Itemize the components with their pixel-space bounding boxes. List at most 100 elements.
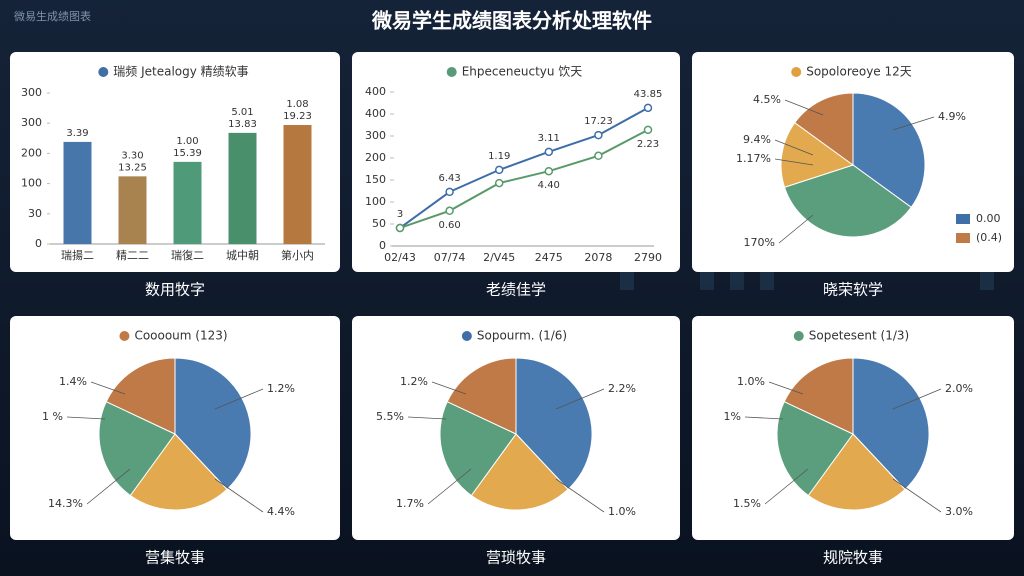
slice-annotation: 4.9% (938, 110, 966, 123)
y-tick-label: 300 (21, 86, 42, 99)
point-label: 1.19 (488, 151, 510, 162)
title-marker (461, 331, 472, 341)
point-label: 3.11 (538, 133, 560, 144)
leader-line (778, 214, 814, 244)
slice-annotation: 1% (724, 410, 741, 423)
pie-slice (129, 433, 228, 511)
slice-annotation: 170% (744, 236, 775, 249)
point-label: 4.40 (538, 180, 560, 191)
slice-annotation: 4.4% (267, 505, 295, 518)
data-point (494, 178, 504, 188)
bar-label: 3.30 (121, 150, 143, 161)
title-marker (793, 331, 804, 341)
chart-caption: 晓荣软学 (823, 281, 883, 299)
leader-line (66, 416, 106, 420)
y-tick-label: 0 (35, 237, 42, 250)
legend-swatch (956, 233, 970, 243)
pie-slice (852, 92, 926, 209)
y-tick-label: 0 (379, 239, 386, 252)
chart-title: Sopoloreoye 12天 (806, 65, 912, 79)
x-tick-label: 2475 (535, 251, 563, 264)
leader-line (555, 478, 605, 513)
leader-line (892, 478, 942, 513)
chart-caption: 规院牧事 (823, 549, 883, 567)
leader-line (214, 478, 264, 513)
leader-line (407, 416, 447, 420)
point-label: 6.43 (438, 173, 460, 184)
bar (173, 161, 202, 244)
chart-title: Ehpeceneuctyu 饮天 (462, 65, 583, 79)
x-tick-label: 城中朝 (226, 249, 259, 262)
bar-label: 13.25 (118, 162, 147, 173)
x-tick-label: 02/43 (384, 251, 416, 264)
leader-line (774, 158, 814, 166)
x-tick-label: 瑞復二 (171, 248, 204, 262)
data-point (494, 165, 504, 175)
bar-label: 1.08 (286, 99, 308, 110)
slice-annotation: 14.3% (48, 497, 83, 510)
chart-title: Sopetesent (1/3) (809, 329, 909, 343)
y-tick-label: 200 (365, 151, 386, 164)
slice-annotation: 2.0% (945, 382, 973, 395)
x-tick-label: 瑞揚二 (61, 248, 94, 262)
point-label: 43.85 (634, 89, 663, 100)
data-point (445, 187, 454, 197)
data-point (395, 223, 405, 233)
title-marker (119, 331, 130, 341)
leader-line (90, 381, 126, 395)
bar-label: 15.39 (173, 148, 202, 159)
slice-annotation: 1.17% (736, 152, 771, 165)
bar-label: 13.83 (228, 119, 257, 130)
slice-annotation: 5.5% (376, 410, 404, 423)
pie-slice (105, 357, 176, 435)
x-tick-label: 2/V45 (483, 251, 515, 264)
leader-line (555, 388, 605, 410)
y-tick-label: 100 (365, 195, 386, 208)
data-point (544, 147, 554, 157)
main-title: 微易学生成绩图表分析处理软件 (371, 9, 652, 33)
bar-label: 3.39 (66, 128, 88, 139)
slice-annotation: 1.0% (608, 505, 636, 518)
slice-annotation: 9.4% (743, 133, 771, 146)
pie-slice (783, 357, 854, 435)
data-point (594, 151, 603, 161)
leader-line (892, 388, 942, 410)
chart-panel (352, 52, 680, 272)
leader-line (768, 381, 804, 395)
pie-slice (807, 433, 906, 511)
series-line (399, 106, 649, 229)
leader-line (86, 468, 131, 505)
slice-annotation: 4.5% (753, 93, 781, 106)
app-name: 微易生成绩图表 (14, 9, 91, 23)
pie-slice (446, 357, 517, 435)
slice-annotation: 1.2% (400, 375, 428, 388)
chart-title: Sopourm. (1/6) (477, 329, 567, 343)
bar (283, 125, 312, 244)
chart-caption: 营集牧事 (145, 549, 205, 567)
x-tick-label: 精二二 (116, 249, 149, 262)
chart-caption: 老绩佳学 (486, 281, 546, 299)
leader-line (214, 388, 264, 410)
legend-swatch (956, 214, 970, 224)
data-point (445, 206, 454, 216)
bar (63, 141, 92, 244)
point-label: 2.23 (637, 139, 659, 150)
y-tick-label: 300 (21, 116, 42, 129)
y-tick-label: 400 (365, 107, 386, 120)
x-tick-label: 2790 (634, 251, 662, 264)
slice-annotation: 3.0% (945, 505, 973, 518)
data-point (643, 103, 653, 113)
y-tick-label: 100 (21, 177, 42, 190)
bar-label: 1.00 (176, 136, 198, 147)
leader-line (744, 416, 784, 420)
pie-slice (794, 92, 854, 166)
bar (118, 176, 147, 244)
pie-slice (852, 357, 930, 491)
pie-slice (515, 357, 593, 491)
slice-annotation: 1.2% (267, 382, 295, 395)
slice-annotation: 1.7% (396, 497, 424, 510)
bar-label: 5.01 (231, 107, 253, 118)
legend-label: (0.4) (976, 231, 1002, 244)
